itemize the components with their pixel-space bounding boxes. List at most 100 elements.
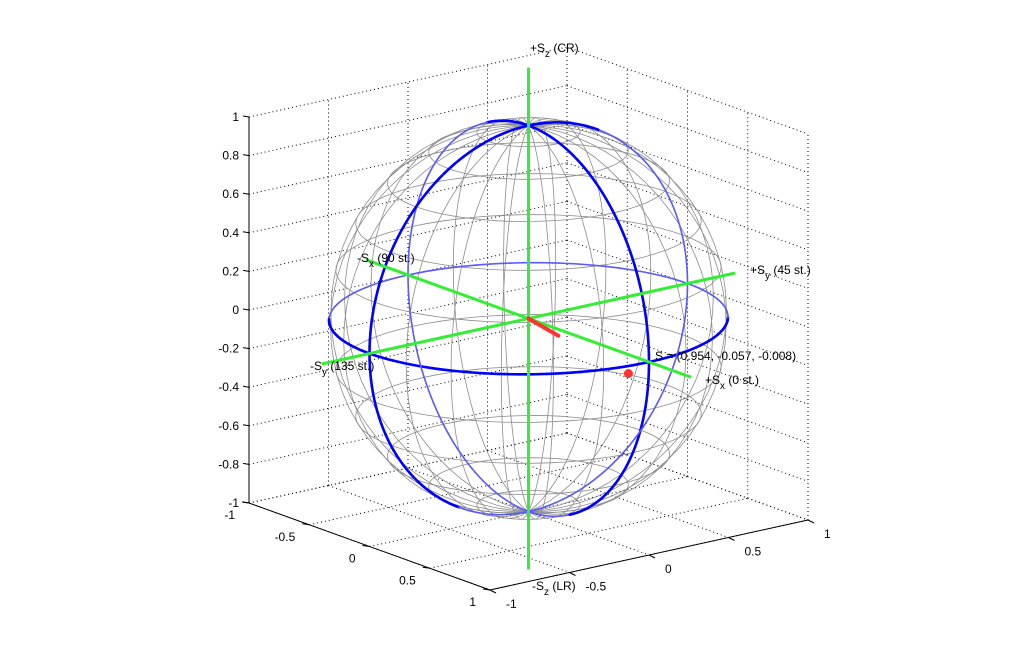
yz-meridian-circle xyxy=(611,135,619,140)
equator-circle xyxy=(396,275,404,279)
equator-circle xyxy=(412,271,421,275)
y-tick xyxy=(728,537,735,541)
yz-meridian-circle xyxy=(621,448,628,455)
yz-meridian-circle xyxy=(678,224,683,233)
xz-meridian-circle xyxy=(460,453,466,460)
xz-meridian-circle xyxy=(409,308,412,317)
yz-meridian-circle xyxy=(645,414,652,423)
yz-meridian-circle xyxy=(638,154,644,161)
yz-meridian-circle xyxy=(629,437,636,445)
xz-meridian-circle xyxy=(478,476,485,482)
grid-line xyxy=(566,278,809,367)
xz-meridian-circle xyxy=(498,494,505,500)
xz-meridian-circle xyxy=(417,193,421,202)
x-tick-label: -0.5 xyxy=(275,530,296,544)
equator-circle xyxy=(436,267,445,271)
x-tick-label: 0.5 xyxy=(399,573,416,587)
equator-circle xyxy=(381,279,388,283)
xz-meridian-circle xyxy=(421,183,425,191)
yz-meridian-circle xyxy=(457,506,465,510)
yz-meridian-circle xyxy=(560,496,568,501)
grid-line xyxy=(566,123,809,212)
equator-circle xyxy=(449,266,458,269)
xz-meridian-circle xyxy=(474,472,481,478)
x-tick-label: 0 xyxy=(349,552,356,566)
xz-meridian-circle xyxy=(410,322,414,331)
yz-meridian-circle xyxy=(680,230,684,239)
z-tick xyxy=(242,347,250,350)
equator-circle xyxy=(430,268,439,272)
yz-meridian-circle xyxy=(684,249,687,258)
yz-meridian-circle xyxy=(649,408,655,417)
xz-meridian-circle xyxy=(456,448,462,455)
equator-circle xyxy=(663,275,670,279)
yz-meridian-circle xyxy=(483,512,491,516)
state-trace xyxy=(526,316,561,338)
grid-line xyxy=(566,316,809,405)
yz-meridian-circle xyxy=(638,426,644,434)
xz-meridian-circle xyxy=(419,363,423,372)
axis-label-plus-z: +Sz (CR) xyxy=(530,41,579,60)
yz-meridian-circle xyxy=(555,499,563,504)
yz-meridian-circle xyxy=(656,396,662,405)
yz-meridian-circle xyxy=(597,471,604,478)
xz-meridian-circle xyxy=(408,241,411,250)
yz-meridian-circle xyxy=(662,383,667,392)
equator-circle xyxy=(468,264,478,267)
grid-line xyxy=(566,355,809,444)
yz-meridian-circle xyxy=(616,453,623,460)
equator-circle xyxy=(442,267,451,270)
equator-circle xyxy=(475,263,484,266)
xz-meridian-circle xyxy=(441,420,446,428)
xz-meridian-circle xyxy=(410,222,414,231)
z-tick-label: 0.6 xyxy=(222,187,239,201)
grid-line xyxy=(248,393,568,465)
xz-meridian-circle xyxy=(506,500,513,505)
z-tick xyxy=(242,501,250,504)
yz-meridian-circle xyxy=(672,357,677,366)
yz-meridian-circle xyxy=(634,432,640,440)
xz-meridian-circle xyxy=(407,247,410,256)
yz-meridian-circle xyxy=(681,323,685,333)
yz-meridian-circle xyxy=(582,483,589,489)
y-tick-label: 0.5 xyxy=(745,545,762,559)
z-tick xyxy=(242,115,250,118)
grid-line xyxy=(566,432,809,521)
xz-meridian-circle xyxy=(419,188,423,196)
yz-meridian-circle xyxy=(607,462,614,469)
z-tick-label: 1 xyxy=(232,110,239,124)
yz-meridian-circle xyxy=(566,493,574,499)
equator-circle xyxy=(658,274,665,278)
yz-meridian-circle xyxy=(516,511,524,515)
xz-meridian-circle xyxy=(453,443,459,450)
yz-meridian-circle xyxy=(634,150,640,157)
xz-meridian-circle xyxy=(421,369,425,379)
yz-meridian-circle xyxy=(625,144,632,149)
z-tick-label: 0 xyxy=(232,303,239,317)
yz-meridian-circle xyxy=(533,507,541,511)
z-tick-label: 0.4 xyxy=(222,226,239,240)
yz-meridian-circle xyxy=(511,512,519,515)
equator-circle xyxy=(641,270,649,274)
yz-meridian-circle xyxy=(602,130,609,135)
xz-meridian-circle xyxy=(450,437,456,445)
xz-meridian-circle xyxy=(411,329,415,338)
yz-meridian-circle xyxy=(549,501,557,506)
xz-meridian-circle xyxy=(408,301,411,310)
equator-circle xyxy=(623,268,632,271)
equator-circle xyxy=(673,278,680,282)
yz-meridian-circle xyxy=(468,509,475,513)
yz-meridian-circle xyxy=(625,443,632,450)
yz-meridian-circle xyxy=(680,330,684,339)
grid-line xyxy=(566,46,809,135)
xz-meridian-circle xyxy=(409,228,413,237)
yz-meridian-circle xyxy=(629,147,636,153)
equator-circle xyxy=(611,266,620,269)
xz-meridian-circle xyxy=(423,178,428,186)
yz-meridian-circle xyxy=(685,256,688,265)
y-tick-label: 0 xyxy=(665,562,672,576)
yz-meridian-circle xyxy=(452,504,461,509)
x-tick xyxy=(422,566,430,569)
xz-meridian-circle xyxy=(438,152,443,158)
